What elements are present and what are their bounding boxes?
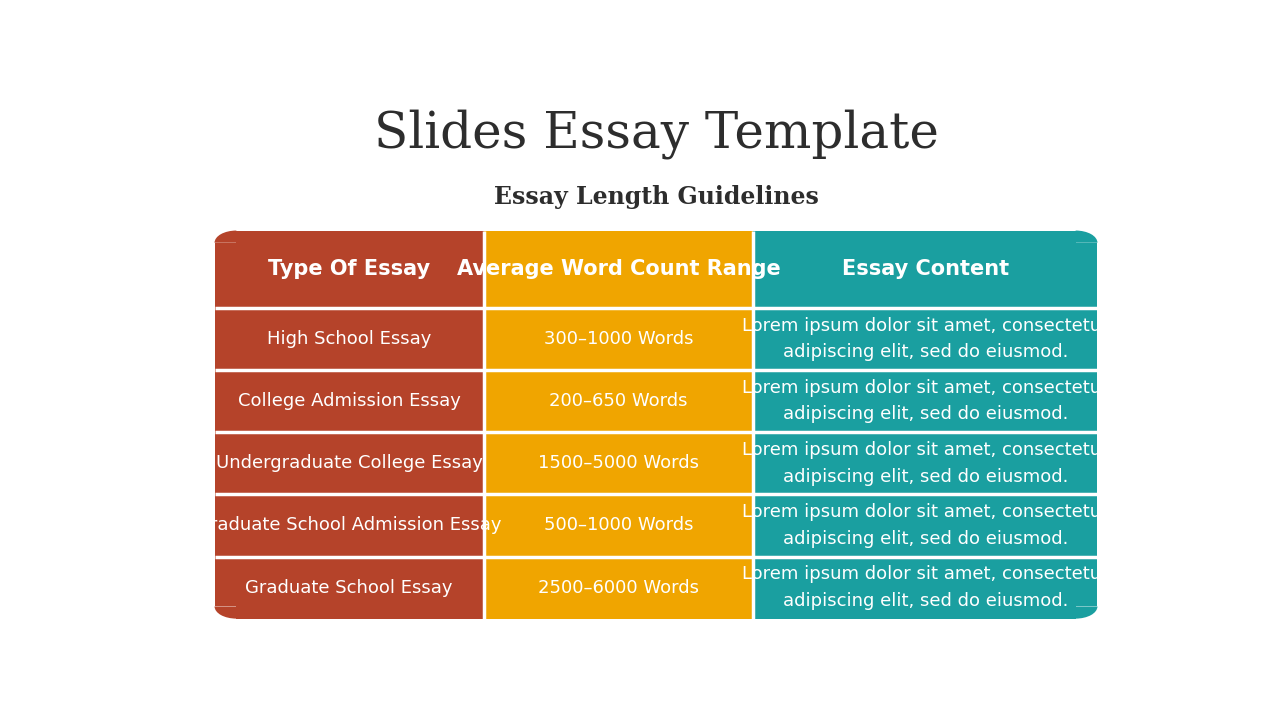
Wedge shape [1075,606,1097,618]
Text: 1500–5000 Words: 1500–5000 Words [538,454,699,472]
Text: Type Of Essay: Type Of Essay [268,259,430,279]
Text: High School Essay: High School Essay [268,330,431,348]
Text: Lorem ipsum dolor sit amet, consectetur
adipiscing elit, sed do eiusmod.: Lorem ipsum dolor sit amet, consectetur … [742,317,1108,361]
Wedge shape [215,606,237,618]
Bar [215,308,484,370]
Text: Graduate School Essay: Graduate School Essay [246,579,453,597]
Text: Slides Essay Template: Slides Essay Template [374,109,938,158]
Text: 200–650 Words: 200–650 Words [549,392,687,410]
Bar [753,432,1097,495]
Bar [215,432,484,495]
Text: Lorem ipsum dolor sit amet, consectetur
adipiscing elit, sed do eiusmod.: Lorem ipsum dolor sit amet, consectetur … [742,379,1108,423]
Bar [753,557,1097,618]
Bar [753,495,1097,557]
Bar [215,495,484,557]
Wedge shape [215,230,237,243]
Bar [215,606,237,618]
Bar [215,370,484,432]
Bar [215,230,484,308]
Bar [484,495,753,557]
Bar [484,308,753,370]
Bar [215,557,484,618]
Bar [215,230,237,243]
Text: Lorem ipsum dolor sit amet, consectetur
adipiscing elit, sed do eiusmod.: Lorem ipsum dolor sit amet, consectetur … [742,441,1108,485]
Bar [753,308,1097,370]
Text: Average Word Count Range: Average Word Count Range [457,259,781,279]
Bar [753,230,1097,308]
Text: Essay Content: Essay Content [842,259,1009,279]
Bar [484,432,753,495]
Text: Graduate School Admission Essay: Graduate School Admission Essay [196,516,502,534]
Text: Lorem ipsum dolor sit amet, consectetur
adipiscing elit, sed do eiusmod.: Lorem ipsum dolor sit amet, consectetur … [742,565,1108,610]
Text: 500–1000 Words: 500–1000 Words [544,516,694,534]
Bar [753,370,1097,432]
Bar [1075,230,1097,243]
Bar [484,557,753,618]
Wedge shape [1075,230,1097,243]
Bar [1075,606,1097,618]
Bar [484,230,753,308]
Bar [484,370,753,432]
Text: Undergraduate College Essay: Undergraduate College Essay [216,454,483,472]
Text: 2500–6000 Words: 2500–6000 Words [538,579,699,597]
Text: College Admission Essay: College Admission Essay [238,392,461,410]
Text: 300–1000 Words: 300–1000 Words [544,330,694,348]
Text: Lorem ipsum dolor sit amet, consectetur
adipiscing elit, sed do eiusmod.: Lorem ipsum dolor sit amet, consectetur … [742,503,1108,548]
Text: Essay Length Guidelines: Essay Length Guidelines [494,185,818,210]
